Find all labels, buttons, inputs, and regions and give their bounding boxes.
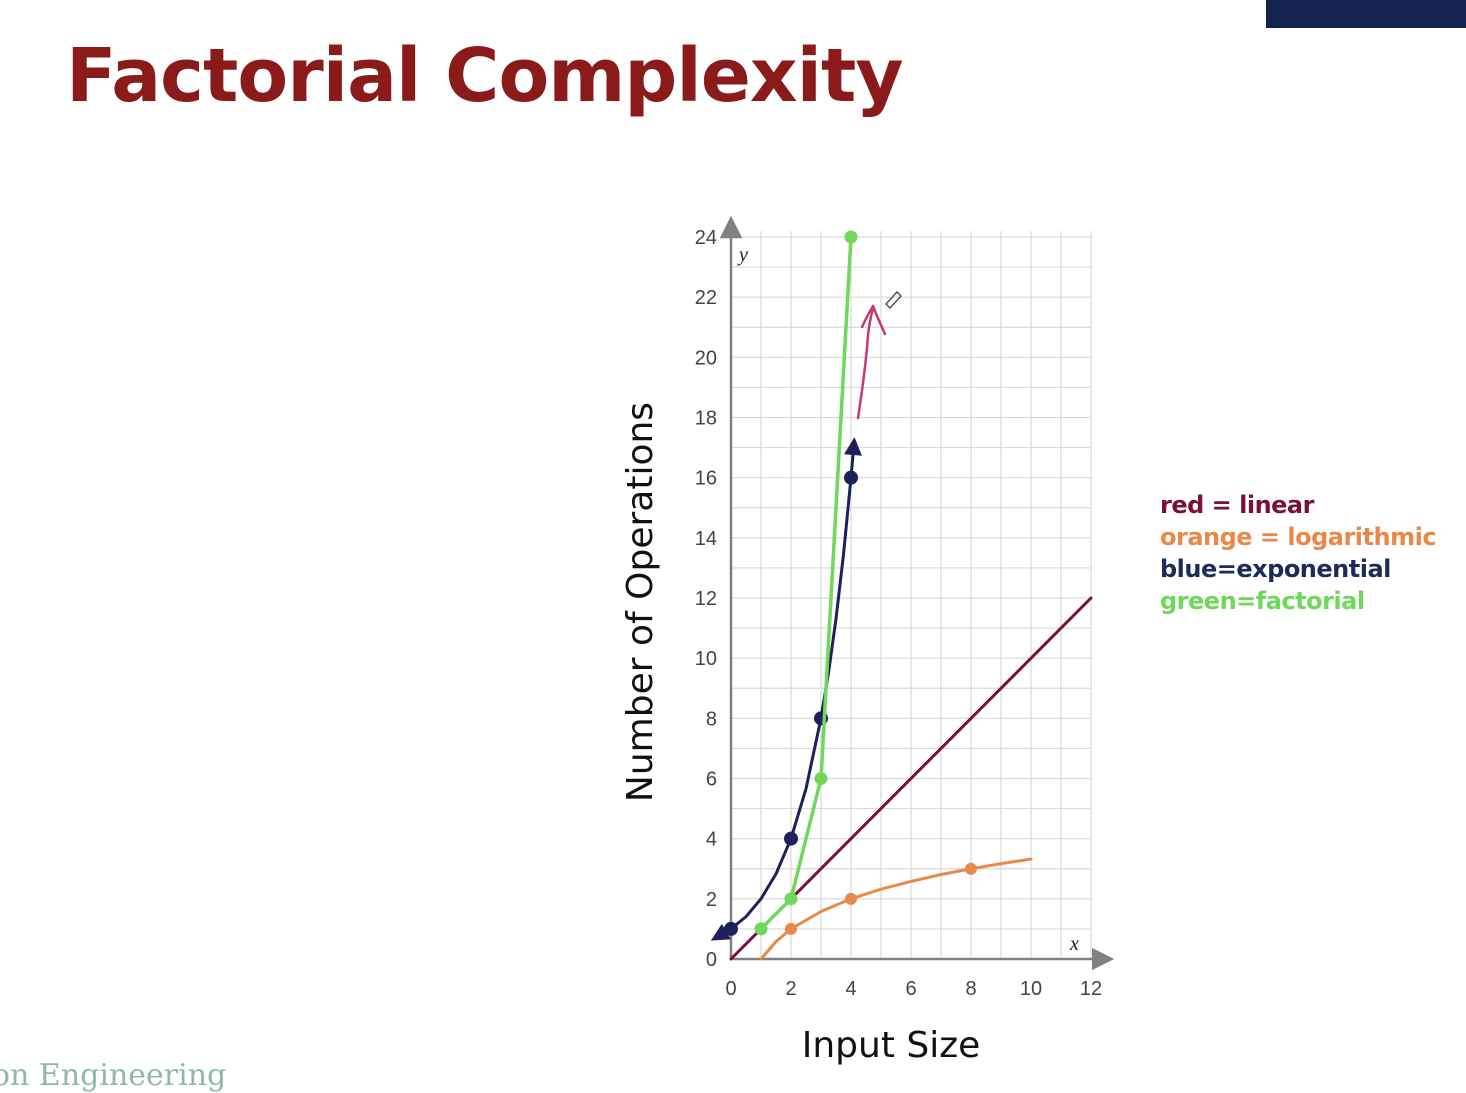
y-tick-label: 24 xyxy=(695,227,717,249)
series-arrowhead-exponential xyxy=(843,437,862,456)
x-tick-label: 8 xyxy=(965,978,976,1000)
annotation-arrowhead xyxy=(860,304,887,336)
legend-item-exponential: blue=exponential xyxy=(1160,555,1391,583)
x-tick-label: 6 xyxy=(905,978,916,1000)
series-line-exponential xyxy=(714,441,856,940)
y-tick-label: 8 xyxy=(706,708,717,730)
series-point-factorial xyxy=(754,922,768,936)
y-tick-label: 12 xyxy=(695,588,717,610)
x-tick-label: 0 xyxy=(725,978,736,1000)
y-tick-label: 2 xyxy=(706,889,717,911)
series-arrowhead-exponential xyxy=(710,923,731,941)
y-tick-label: 10 xyxy=(695,648,717,670)
handwritten-annotation xyxy=(856,290,903,420)
axes xyxy=(719,215,1115,971)
series-point-logarithmic xyxy=(785,922,797,935)
series-layer xyxy=(710,230,1093,961)
y-tick-label: 16 xyxy=(695,468,717,490)
y-tick-label: 22 xyxy=(695,287,717,309)
x-tick-label: 12 xyxy=(1080,978,1102,1000)
y-axis-title: Number of Operations xyxy=(620,402,661,802)
series-point-logarithmic xyxy=(845,892,857,905)
legend-item-factorial: green=factorial xyxy=(1160,587,1365,615)
corner-bar xyxy=(1266,0,1466,28)
x-axis-title: Input Size xyxy=(802,1025,981,1066)
annotation-stroke xyxy=(856,306,875,420)
legend-item-logarithmic: orange = logarithmic xyxy=(1160,523,1437,551)
y-tick-label: 18 xyxy=(695,408,717,430)
x-tick-label: 2 xyxy=(785,978,796,1000)
legend: red = linear orange = logarithmic blue=e… xyxy=(1160,489,1437,617)
series-point-exponential xyxy=(724,921,738,936)
x-tick-label: 4 xyxy=(845,978,856,1000)
series-point-factorial xyxy=(814,772,828,785)
footer-text: on Engineering xyxy=(0,1058,227,1093)
series-line-logarithmic xyxy=(759,857,1033,961)
legend-item-linear: red = linear xyxy=(1160,491,1314,519)
pencil-cursor-icon xyxy=(884,290,903,310)
y-axis-variable: y xyxy=(737,244,748,266)
y-tick-label: 14 xyxy=(695,528,717,550)
series-line-factorial xyxy=(759,235,853,931)
series-point-exponential xyxy=(844,470,858,485)
x-tick-label: 10 xyxy=(1020,978,1042,1000)
series-point-exponential xyxy=(784,831,798,846)
grid-lines xyxy=(730,231,1092,960)
series-point-logarithmic xyxy=(965,862,977,875)
y-tick-label: 6 xyxy=(706,769,717,791)
series-point-factorial xyxy=(844,230,858,244)
slide-title: Factorial Complexity xyxy=(66,33,904,119)
series-point-factorial xyxy=(784,892,798,906)
x-axis-variable: x xyxy=(1069,933,1079,955)
y-tick-label: 4 xyxy=(706,829,717,851)
y-tick-label: 20 xyxy=(695,347,717,369)
y-tick-label: 0 xyxy=(706,949,717,971)
